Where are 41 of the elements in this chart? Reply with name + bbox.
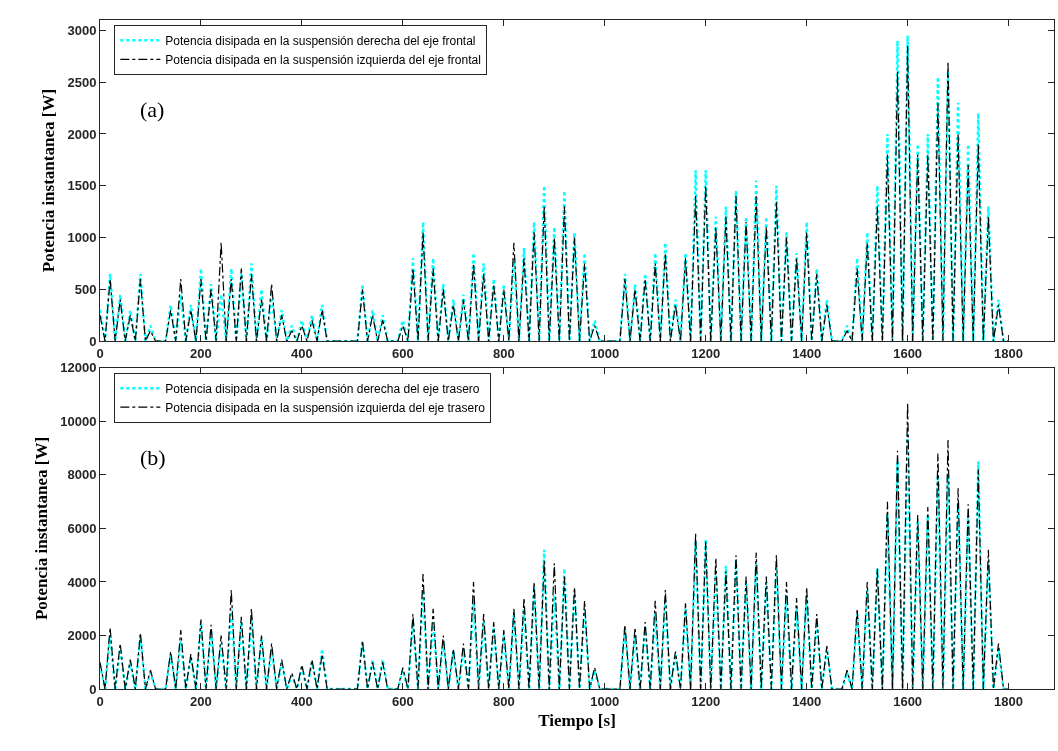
y-tick-label: 1500 (67, 178, 97, 194)
y-tick-label: 2000 (67, 628, 97, 644)
legend-label: Potencia disipada en la suspensión derecha del eje frontal (165, 34, 476, 48)
y-tick-label: 2000 (67, 126, 97, 142)
x-tick-label: 1200 (691, 693, 721, 709)
x-tick-label: 1800 (994, 693, 1024, 709)
x-tick-label: 1200 (691, 345, 721, 361)
x-tick-label: 200 (190, 345, 212, 361)
x-tick-label: 600 (392, 345, 414, 361)
y-tick-label: 8000 (67, 467, 97, 483)
annotation: (a) (140, 97, 165, 122)
y-tick-label: 3000 (67, 22, 97, 38)
x-tick-label: 400 (291, 693, 313, 709)
y-tick-label: 0 (89, 333, 97, 349)
x-tick-label: 800 (492, 345, 515, 361)
y-tick-label: 500 (74, 281, 97, 297)
x-tick-label: 1000 (590, 693, 620, 709)
legend-label: Potencia disipada en la suspensión izquierda del eje frontal (165, 53, 481, 67)
legend-label: Potencia disipada en la suspensión derecha del eje trasero (165, 381, 480, 396)
y-tick-label: 1000 (67, 230, 97, 246)
x-tick-label: 800 (492, 693, 515, 709)
x-tick-label: 1400 (792, 345, 822, 361)
y-axis-title: Potencia instantanea [W] (31, 436, 51, 621)
y-tick-label: 6000 (67, 520, 97, 536)
x-axis-title: Tiempo [s] (538, 711, 616, 730)
x-tick-label: 1400 (792, 693, 822, 709)
x-tick-label: 1600 (893, 345, 923, 361)
x-tick-label: 1000 (590, 345, 620, 361)
y-tick-label: 10000 (60, 413, 97, 429)
x-tick-label: 200 (190, 693, 212, 709)
legend-label: Potencia disipada en la suspensión izquierda del eje trasero (165, 400, 486, 415)
y-tick-label: 2500 (67, 74, 97, 90)
x-tick-label: 1800 (994, 345, 1024, 361)
annotation: (b) (140, 445, 166, 470)
y-axis-title: Potencia instantanea [W] (39, 88, 59, 273)
x-tick-label: 400 (291, 345, 313, 361)
y-tick-label: 12000 (60, 360, 97, 376)
x-tick-label: 600 (392, 693, 414, 709)
y-tick-label: 0 (89, 681, 97, 697)
x-tick-label: 1600 (893, 693, 923, 709)
y-tick-label: 4000 (67, 574, 97, 590)
